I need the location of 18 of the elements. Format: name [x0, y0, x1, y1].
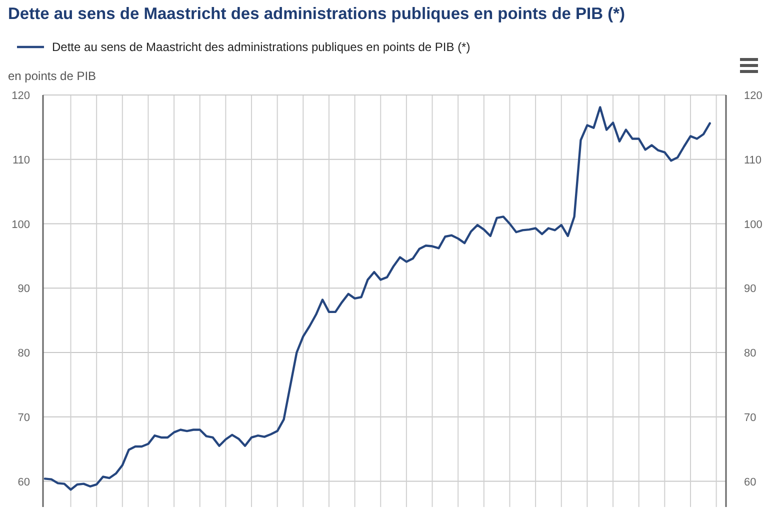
y-tick-label: 80	[18, 348, 30, 360]
y2-tick-label: 80	[744, 348, 756, 360]
y-tick-label: 120	[12, 90, 30, 102]
line-series	[44, 106, 711, 491]
y-tick-label: 70	[18, 412, 30, 424]
y2-tick-label: 120	[744, 90, 762, 102]
y2-tick-label: 70	[744, 412, 756, 424]
y-tick-label: 100	[12, 218, 30, 231]
y-tick-label: 90	[18, 283, 30, 296]
y2-tick-label: 60	[744, 476, 756, 488]
y2-tick-label: 110	[744, 154, 762, 166]
y2-tick-label: 90	[744, 283, 756, 296]
y-tick-label: 60	[18, 476, 30, 488]
legend-label: Dette au sens de Maastricht des administrations publiques en points de PIB (*)	[52, 40, 470, 54]
y2-tick-label: 100	[744, 218, 762, 231]
y-tick-label: 110	[12, 154, 30, 166]
chart-title: Dette au sens de Maastricht des administrations publiques en points de PIB (*)	[8, 5, 626, 23]
y-axis-title: en points de PIB	[8, 69, 96, 83]
